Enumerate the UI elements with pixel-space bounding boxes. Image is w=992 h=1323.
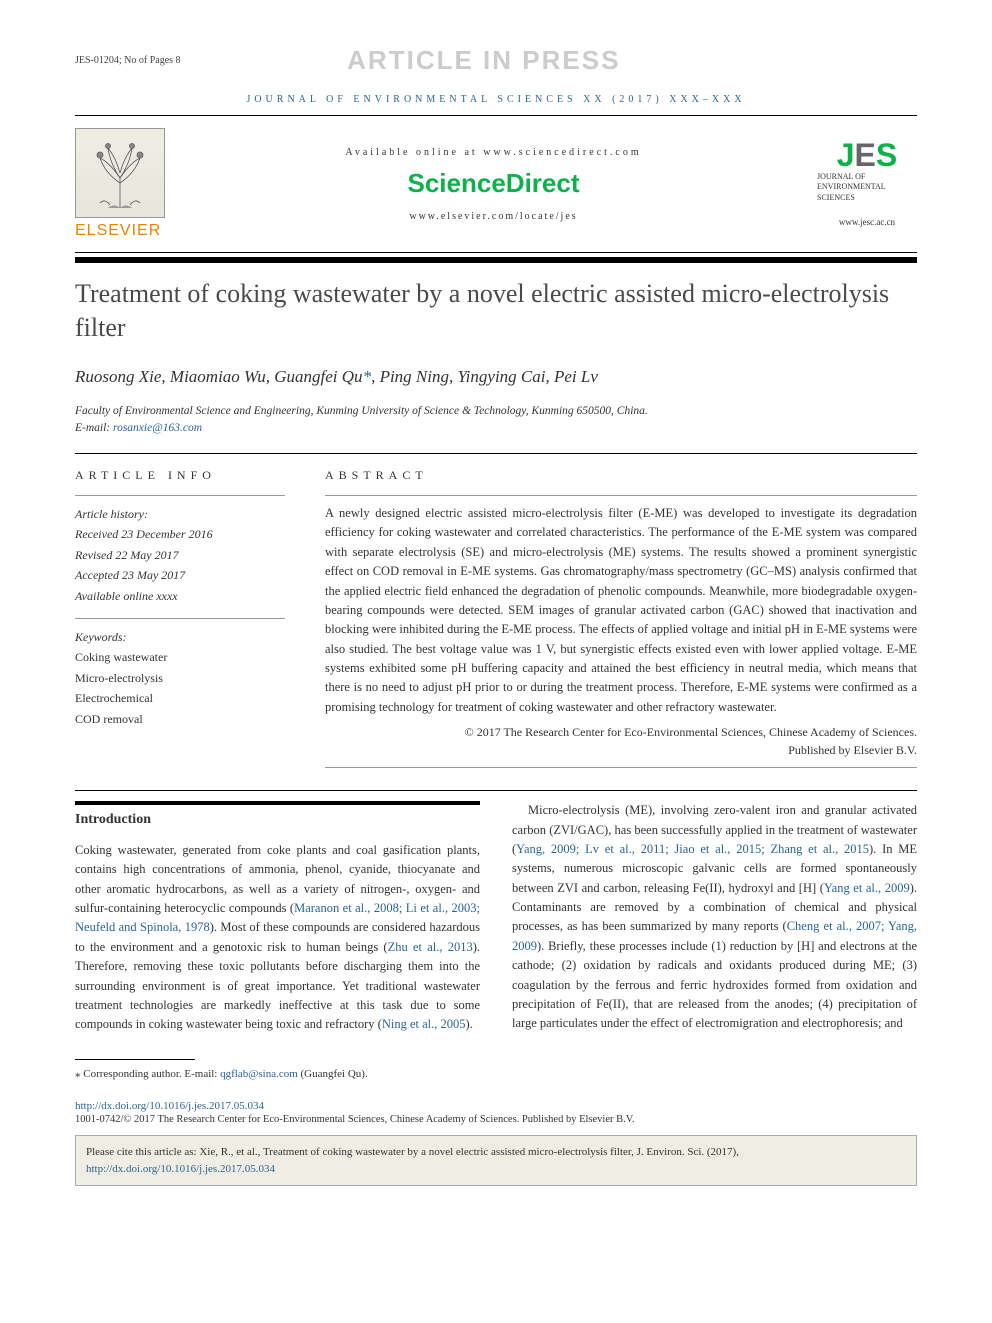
jes-journal-logo: JES JOURNAL OF ENVIRONMENTAL SCIENCES ww… <box>817 141 917 227</box>
corresponding-author-footnote: ⁎ Corresponding author. E-mail: qgflab@s… <box>75 1066 917 1083</box>
introduction-section: Introduction Coking wastewater, generate… <box>75 801 917 1034</box>
journal-citation-line: JOURNAL OF ENVIRONMENTAL SCIENCES XX (20… <box>75 94 917 105</box>
page-header-row: JES-01204; No of Pages 8 ARTICLE IN PRES… <box>75 45 917 76</box>
elsevier-name: ELSEVIER <box>75 222 170 240</box>
header-center: Available online at www.sciencedirect.co… <box>188 147 799 222</box>
intro-paragraph: Micro-electrolysis (ME), involving zero-… <box>512 801 917 1034</box>
cite-text: Please cite this article as: Xie, R., et… <box>86 1146 739 1158</box>
affiliation-block: Faculty of Environmental Science and Eng… <box>75 403 917 438</box>
doi-link[interactable]: http://dx.doi.org/10.1016/j.jes.2017.05.… <box>75 1100 917 1112</box>
divider <box>75 453 917 454</box>
authors-line: Ruosong Xie, Miaomiao Wu, Guangfei Qu*, … <box>75 367 917 387</box>
received-date: Received 23 December 2016 <box>75 527 213 541</box>
divider <box>75 790 917 791</box>
article-info-heading: ARTICLE INFO <box>75 468 285 483</box>
citation-link[interactable]: Zhu et al., 2013 <box>388 940 473 954</box>
authors-names: Ruosong Xie, Miaomiao Wu, Guangfei Qu*, … <box>75 367 598 386</box>
article-in-press-watermark: ARTICLE IN PRESS <box>347 45 620 76</box>
citation-link[interactable]: Yang, 2009; Lv et al., 2011; Jiao et al.… <box>516 842 869 856</box>
article-info-column: ARTICLE INFO Article history: Received 2… <box>75 468 285 776</box>
history-label: Article history: <box>75 507 148 521</box>
sub-divider <box>75 618 285 619</box>
jes-mark: JES <box>817 141 917 170</box>
keyword: COD removal <box>75 712 143 726</box>
sciencedirect-logo[interactable]: ScienceDirect <box>188 168 799 199</box>
affiliation-text: Faculty of Environmental Science and Eng… <box>75 405 648 417</box>
abstract-column: ABSTRACT A newly designed electric assis… <box>325 468 917 776</box>
publisher-header: ELSEVIER Available online at www.science… <box>75 115 917 253</box>
revised-date: Revised 22 May 2017 <box>75 548 179 562</box>
author-email[interactable]: rosanxie@163.com <box>113 422 202 434</box>
keyword: Electrochemical <box>75 691 153 705</box>
introduction-heading: Introduction <box>75 809 480 831</box>
corresponding-name: (Guangfei Qu). <box>298 1068 368 1080</box>
accepted-date: Accepted 23 May 2017 <box>75 568 185 582</box>
keywords-label: Keywords: <box>75 630 127 644</box>
citation-box: Please cite this article as: Xie, R., et… <box>75 1135 917 1186</box>
intro-paragraph: Coking wastewater, generated from coke p… <box>75 841 480 1035</box>
cite-doi-link[interactable]: http://dx.doi.org/10.1016/j.jes.2017.05.… <box>86 1163 275 1175</box>
article-history: Article history: Received 23 December 20… <box>75 504 285 606</box>
abstract-text: A newly designed electric assisted micro… <box>325 504 917 717</box>
copyright-line-1: © 2017 The Research Center for Eco-Envir… <box>465 725 917 739</box>
abstract-heading: ABSTRACT <box>325 468 917 483</box>
keyword: Coking wastewater <box>75 650 167 664</box>
sub-divider <box>325 767 917 768</box>
keywords-block: Keywords: Coking wastewater Micro-electr… <box>75 627 285 729</box>
available-online-line: Available online at www.sciencedirect.co… <box>188 147 799 158</box>
footnote-text: ⁎ Corresponding author. E-mail: <box>75 1068 220 1080</box>
jes-journal-name: JOURNAL OF ENVIRONMENTAL SCIENCES <box>817 172 917 203</box>
copyright-line-2: Published by Elsevier B.V. <box>788 743 917 757</box>
section-bar <box>75 801 480 805</box>
two-column-body: Introduction Coking wastewater, generate… <box>75 801 917 1034</box>
corresponding-email[interactable]: qgflab@sina.com <box>220 1068 298 1080</box>
footnote-separator <box>75 1059 195 1060</box>
body-column-left: Introduction Coking wastewater, generate… <box>75 801 480 1034</box>
info-abstract-row: ARTICLE INFO Article history: Received 2… <box>75 468 917 776</box>
elsevier-logo: ELSEVIER <box>75 128 170 240</box>
elsevier-tree-icon <box>75 128 165 218</box>
body-column-right: Micro-electrolysis (ME), involving zero-… <box>512 801 917 1034</box>
sub-divider <box>325 495 917 496</box>
keyword: Micro-electrolysis <box>75 671 163 685</box>
article-title: Treatment of coking wastewater by a nove… <box>75 263 917 367</box>
abstract-copyright: © 2017 The Research Center for Eco-Envir… <box>325 723 917 759</box>
citation-link[interactable]: Ning et al., 2005 <box>382 1017 466 1031</box>
online-date: Available online xxxx <box>75 589 178 603</box>
citation-link[interactable]: Yang et al., 2009 <box>824 881 910 895</box>
issn-copyright-line: 1001-0742/© 2017 The Research Center for… <box>75 1114 917 1125</box>
locate-url[interactable]: www.elsevier.com/locate/jes <box>188 211 799 222</box>
sub-divider <box>75 495 285 496</box>
manuscript-id: JES-01204; No of Pages 8 <box>75 55 181 66</box>
email-label: E-mail: <box>75 422 110 434</box>
jes-url[interactable]: www.jesc.ac.cn <box>817 217 917 227</box>
